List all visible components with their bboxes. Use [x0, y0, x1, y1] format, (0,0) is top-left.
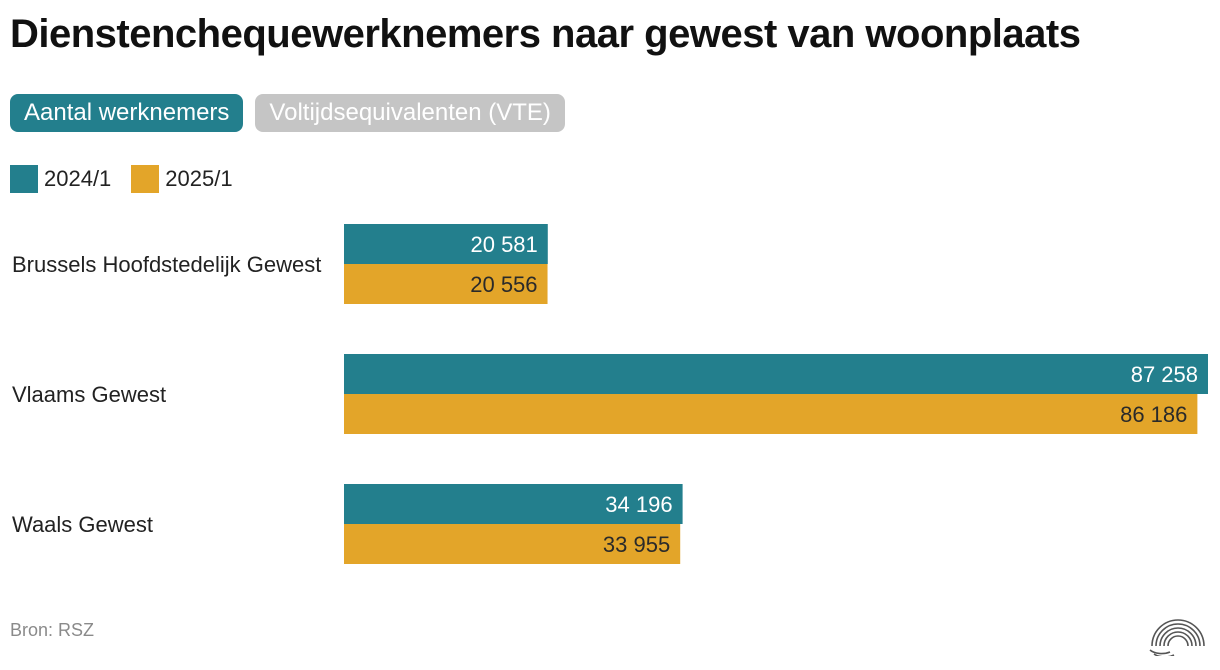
legend-item-2024[interactable]: 2024/1: [10, 165, 111, 193]
category-label: Waals Gewest: [12, 512, 153, 537]
view-tabs: Aantal werknemers Voltijdsequivalenten (…: [10, 94, 565, 132]
category-label: Vlaams Gewest: [12, 382, 166, 407]
data-label: 33 955: [603, 532, 670, 557]
tab-voltijdsequivalenten[interactable]: Voltijdsequivalenten (VTE): [255, 94, 565, 132]
bar[interactable]: [344, 354, 1208, 394]
legend-swatch-2024: [10, 165, 38, 193]
legend-label-2024: 2024/1: [44, 166, 112, 191]
bar[interactable]: [344, 484, 683, 524]
source-note: Bron: RSZ: [10, 620, 95, 640]
bar-chart: Brussels Hoofdstedelijk Gewest 20 581 20 5…: [12, 224, 1208, 564]
data-label: 20 581: [470, 232, 537, 257]
legend: 2024/1 2025/1: [10, 165, 233, 193]
bar[interactable]: [344, 224, 548, 264]
data-label: 87 258: [1131, 362, 1198, 387]
chart-title: Dienstenchequewerknemers naar gewest van…: [10, 12, 1081, 56]
brand-arcs-icon: [1149, 619, 1205, 656]
legend-swatch-2025: [131, 165, 160, 193]
legend-label-2025: 2025/1: [165, 166, 233, 191]
data-label: 20 556: [470, 272, 537, 297]
bar[interactable]: [344, 394, 1198, 434]
bar[interactable]: [344, 524, 681, 564]
category-label: Brussels Hoofdstedelijk Gewest: [12, 252, 321, 277]
bar[interactable]: [344, 264, 548, 304]
tab-aantal-werknemers[interactable]: Aantal werknemers: [10, 94, 244, 132]
data-label: 34 196: [605, 492, 672, 517]
data-label: 86 186: [1120, 402, 1187, 427]
legend-item-2025[interactable]: 2025/1: [131, 165, 233, 193]
